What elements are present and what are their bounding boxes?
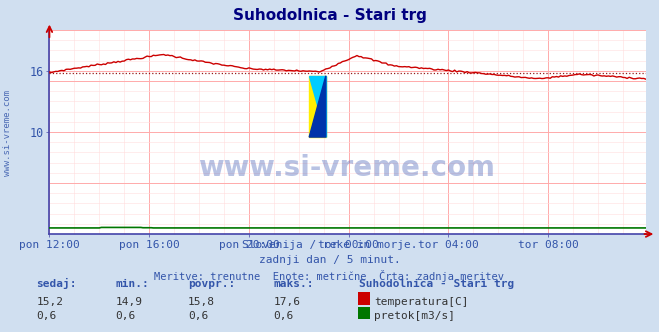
Text: 17,6: 17,6 [273,297,301,307]
Text: www.si-vreme.com: www.si-vreme.com [198,154,495,182]
Text: povpr.:: povpr.: [188,279,235,289]
Text: min.:: min.: [115,279,149,289]
Text: zadnji dan / 5 minut.: zadnji dan / 5 minut. [258,255,401,265]
Text: 0,6: 0,6 [188,311,208,321]
Text: 0,6: 0,6 [273,311,294,321]
Text: 0,6: 0,6 [36,311,57,321]
Text: temperatura[C]: temperatura[C] [374,297,469,307]
Text: sedaj:: sedaj: [36,278,76,289]
Text: Suhodolnica - Stari trg: Suhodolnica - Stari trg [359,279,515,289]
Text: www.si-vreme.com: www.si-vreme.com [3,90,13,176]
Text: maks.:: maks.: [273,279,314,289]
Text: 14,9: 14,9 [115,297,142,307]
Text: Slovenija / reke in morje.: Slovenija / reke in morje. [242,240,417,250]
Bar [309,76,326,137]
Text: 0,6: 0,6 [115,311,136,321]
Text: Meritve: trenutne  Enote: metrične  Črta: zadnja meritev: Meritve: trenutne Enote: metrične Črta: … [154,270,505,282]
Polygon shape [309,76,326,137]
Text: 15,8: 15,8 [188,297,215,307]
Polygon shape [309,76,326,137]
Text: 15,2: 15,2 [36,297,63,307]
Text: Suhodolnica - Stari trg: Suhodolnica - Stari trg [233,8,426,23]
Text: pretok[m3/s]: pretok[m3/s] [374,311,455,321]
